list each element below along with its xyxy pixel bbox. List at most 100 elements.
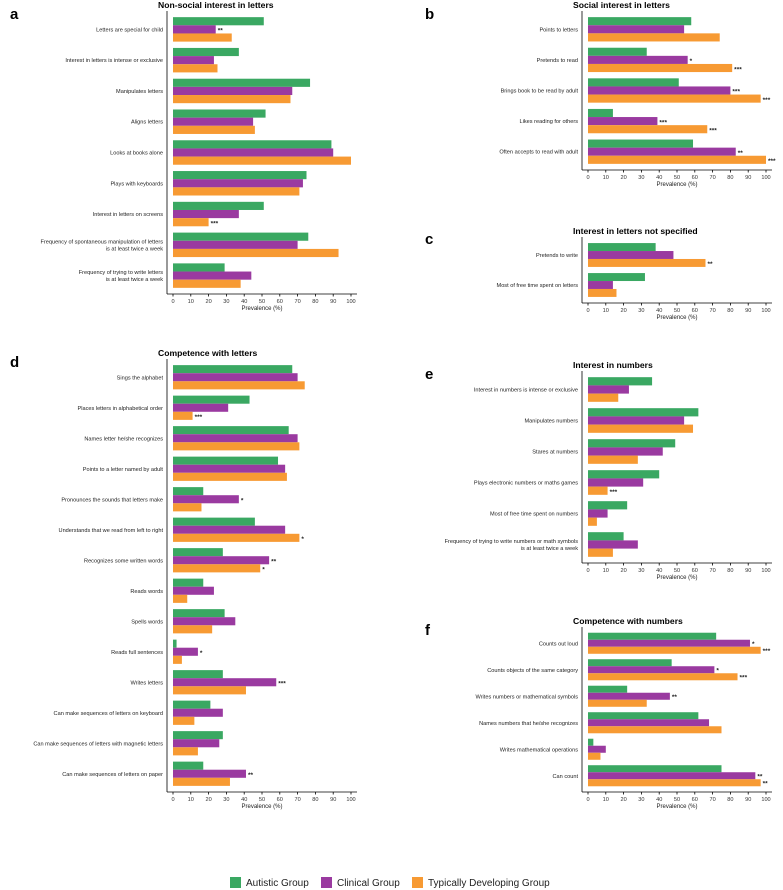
bar-typical bbox=[588, 125, 708, 134]
bar-typical bbox=[173, 411, 193, 420]
bar-clinical bbox=[173, 495, 239, 504]
bar-autistic bbox=[173, 232, 309, 241]
significance-marker: *** bbox=[278, 680, 286, 687]
category-label: Understands that we read from left to ri… bbox=[59, 528, 164, 534]
bar-typical bbox=[173, 248, 339, 258]
bar-typical bbox=[588, 752, 601, 760]
bar-clinical bbox=[173, 179, 303, 188]
x-axis-title: Prevalence (%) bbox=[656, 315, 697, 321]
category-label: Reads full sentences bbox=[111, 650, 163, 656]
x-tick-label: 100 bbox=[346, 299, 355, 305]
category-label: Writes letters bbox=[130, 680, 163, 686]
bar-clinical bbox=[173, 56, 214, 65]
category-group: Can make sequences of letters with magne… bbox=[33, 731, 223, 756]
bar-autistic bbox=[173, 548, 223, 557]
x-tick-label: 50 bbox=[259, 299, 265, 305]
bar-autistic bbox=[173, 731, 223, 740]
category-label: Interest in letters on screens bbox=[93, 212, 163, 218]
category-group: Frequency of spontaneous manipulation of… bbox=[40, 232, 339, 258]
category-group: Understands that we read from left to ri… bbox=[59, 517, 304, 543]
category-label: Counts out loud bbox=[539, 641, 578, 647]
bar-clinical bbox=[173, 434, 298, 443]
bar-autistic bbox=[588, 17, 692, 26]
x-tick-label: 30 bbox=[638, 797, 644, 803]
significance-marker: ** bbox=[763, 781, 769, 788]
significance-marker: ** bbox=[738, 150, 744, 157]
category-group: Spells words bbox=[131, 609, 236, 634]
panel-b: b Social interest in letters Points to let… bbox=[425, 0, 776, 188]
category-group: Recognizes some written words *** bbox=[84, 548, 277, 574]
bar-typical bbox=[588, 288, 617, 297]
significance-marker: * bbox=[241, 497, 244, 504]
x-tick-label: 60 bbox=[277, 299, 283, 305]
x-tick-label: 90 bbox=[745, 797, 751, 803]
significance-marker: *** bbox=[732, 89, 740, 96]
panel-letter: b bbox=[425, 6, 434, 23]
x-tick-label: 80 bbox=[727, 797, 733, 803]
x-tick-label: 60 bbox=[692, 568, 698, 574]
category-label: is at least twice a week bbox=[521, 546, 578, 552]
category-label: Plays with keyboards bbox=[110, 181, 163, 187]
panel-letter: c bbox=[425, 231, 433, 248]
significance-marker: *** bbox=[709, 127, 717, 134]
x-tick-label: 100 bbox=[761, 308, 770, 314]
bar-clinical bbox=[588, 117, 658, 126]
x-tick-label: 100 bbox=[346, 797, 355, 803]
x-tick-label: 20 bbox=[620, 797, 626, 803]
category-group: Can make sequences of letters on paper ** bbox=[62, 761, 254, 786]
category-label: Names numbers that he/she recognizes bbox=[479, 721, 578, 727]
category-group: Letters are special for child ** bbox=[96, 17, 264, 42]
significance-marker: * bbox=[716, 668, 719, 675]
category-label: Places letters in alphabetical order bbox=[77, 406, 163, 412]
bar-typical bbox=[173, 156, 351, 165]
category-label: Frequency of trying to write letters bbox=[79, 270, 163, 276]
category-group: Can count **** bbox=[553, 765, 769, 788]
category-label: Aligns letters bbox=[131, 120, 163, 126]
bar-clinical bbox=[588, 639, 750, 647]
x-tick-label: 90 bbox=[330, 797, 336, 803]
significance-marker: *** bbox=[195, 414, 203, 421]
bar-autistic bbox=[588, 273, 645, 282]
bar-typical bbox=[173, 747, 198, 756]
bar-autistic bbox=[588, 738, 594, 746]
bar-autistic bbox=[173, 263, 225, 272]
x-tick-label: 20 bbox=[205, 299, 211, 305]
bar-typical bbox=[173, 503, 202, 512]
x-tick-label: 80 bbox=[727, 175, 733, 181]
bar-typical bbox=[588, 548, 613, 557]
bar-autistic bbox=[588, 243, 656, 252]
category-label: Frequency of spontaneous manipulation of… bbox=[40, 239, 163, 245]
bar-typical bbox=[588, 517, 597, 526]
significance-marker: *** bbox=[659, 119, 667, 126]
significance-marker: *** bbox=[740, 675, 748, 682]
bar-clinical bbox=[588, 719, 710, 727]
category-label: Writes mathematical operations bbox=[500, 747, 578, 753]
bar-autistic bbox=[588, 408, 699, 417]
bar-typical bbox=[173, 625, 213, 634]
legend: Autistic Group Clinical Group Typically … bbox=[230, 877, 550, 889]
x-tick-label: 0 bbox=[586, 568, 589, 574]
bar-clinical bbox=[173, 464, 286, 473]
x-tick-label: 60 bbox=[692, 175, 698, 181]
category-group: Counts objects of the same category **** bbox=[487, 659, 748, 682]
category-group: Plays with keyboards bbox=[110, 171, 307, 196]
x-tick-label: 30 bbox=[638, 175, 644, 181]
chart-panels: a Non-social interest in letters Letters a… bbox=[10, 0, 776, 810]
x-tick-label: 10 bbox=[603, 175, 609, 181]
bar-typical bbox=[588, 258, 706, 267]
bar-typical bbox=[588, 63, 733, 73]
x-tick-label: 30 bbox=[223, 797, 229, 803]
bar-autistic bbox=[173, 201, 264, 210]
significance-marker: *** bbox=[734, 66, 742, 73]
bar-typical bbox=[588, 94, 761, 103]
bar-typical bbox=[588, 726, 722, 734]
bar-autistic bbox=[173, 700, 211, 709]
bar-typical bbox=[588, 393, 619, 402]
x-tick-label: 100 bbox=[761, 797, 770, 803]
bar-typical bbox=[173, 442, 300, 451]
category-group: Writes numbers or mathematical symbols ** bbox=[476, 685, 677, 707]
category-label: Writes numbers or mathematical symbols bbox=[476, 694, 579, 700]
x-tick-label: 0 bbox=[586, 308, 589, 314]
bar-typical bbox=[173, 125, 255, 134]
